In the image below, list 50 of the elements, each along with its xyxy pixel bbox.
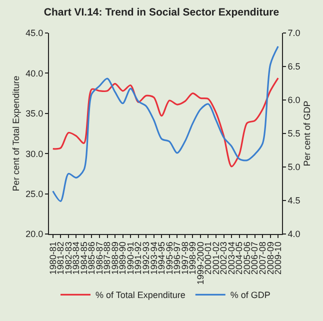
x-tick-label: 1998-99 bbox=[188, 242, 198, 275]
x-tick-label: 1993-94 bbox=[148, 242, 159, 275]
y-axis-title: Per cent of Total Expenditure bbox=[11, 76, 22, 192]
x-tick-label: 1985-86 bbox=[86, 242, 97, 275]
x-tick-label: 1981-82 bbox=[56, 242, 66, 275]
x-tick-label: 2001-02 bbox=[210, 242, 221, 275]
x-tick-label: 2006-07 bbox=[250, 242, 260, 275]
y-tick-label: 45.0 bbox=[26, 28, 44, 38]
y-tick-label: 40.0 bbox=[26, 68, 44, 78]
x-tick-label: 2000-01 bbox=[203, 242, 214, 275]
y-tick-label: 25.0 bbox=[26, 188, 44, 199]
chart-title: Chart VI.14: Trend in Social Sector Expenditure bbox=[44, 6, 280, 18]
x-tick-label: 2008-09 bbox=[265, 242, 276, 275]
x-tick-label: 1991-92 bbox=[133, 242, 144, 275]
x-tick-label: 1992-93 bbox=[141, 242, 152, 275]
x-tick-label: 1984-85 bbox=[78, 242, 89, 275]
y2-tick-label: 4.0 bbox=[288, 229, 300, 240]
y2-tick-label: 6.0 bbox=[288, 95, 300, 106]
x-tick-label: 1983-84 bbox=[71, 242, 82, 275]
x-tick-label: 1997-98 bbox=[180, 242, 190, 275]
x-tick-label: 1982-83 bbox=[63, 242, 74, 275]
legend-label: % of GDP bbox=[230, 290, 270, 300]
line-series bbox=[52, 46, 279, 202]
x-tick-label: 1989-90 bbox=[118, 242, 128, 275]
x-tick-label: 1988-89 bbox=[110, 242, 120, 275]
x-tick-label: 2004-05 bbox=[234, 242, 244, 275]
x-tick-label: 1987-88 bbox=[102, 242, 112, 275]
y-tick-label: 35.0 bbox=[26, 108, 44, 119]
x-tick-label: 2007-08 bbox=[258, 242, 268, 275]
x-tick-label: 1995-96 bbox=[164, 242, 174, 275]
x-tick-label: 2003-04 bbox=[226, 242, 236, 275]
y2-tick-label: 6.5 bbox=[288, 62, 300, 72]
x-tick-label: 1990-91 bbox=[125, 242, 136, 275]
x-tick-label: 2009-10 bbox=[273, 242, 284, 275]
y2-tick-label: 5.5 bbox=[288, 128, 300, 139]
x-tick-label: 2005-06 bbox=[242, 242, 252, 275]
legend-label: % of Total Expenditure bbox=[96, 290, 186, 300]
y-tick-label: 30.0 bbox=[26, 148, 44, 159]
x-tick-label: 1986-87 bbox=[94, 242, 104, 275]
y2-tick-label: 7.0 bbox=[288, 28, 300, 38]
x-tick-label: 1999-2000 bbox=[195, 242, 206, 285]
y2-tick-label: 4.5 bbox=[288, 196, 300, 206]
x-tick-label: 1980-81 bbox=[48, 242, 58, 275]
y2-axis-title: Per cent of GDP bbox=[302, 100, 312, 166]
y-tick-label: 20.0 bbox=[26, 229, 44, 240]
y2-tick-label: 5.0 bbox=[288, 162, 300, 172]
x-tick-label: 2002-03 bbox=[218, 242, 229, 275]
line-series bbox=[52, 77, 279, 168]
x-tick-label: 1996-97 bbox=[172, 242, 182, 275]
x-tick-label: 1994-95 bbox=[156, 242, 167, 275]
